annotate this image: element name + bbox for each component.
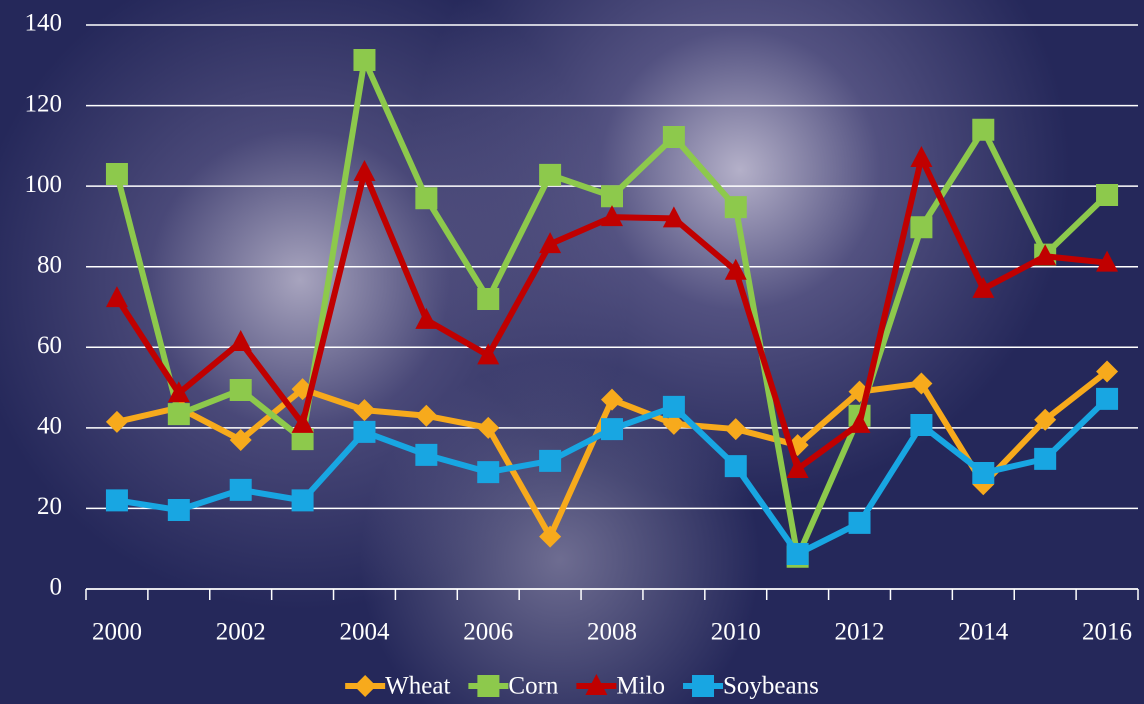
marker bbox=[692, 675, 714, 697]
marker bbox=[601, 418, 623, 440]
marker bbox=[725, 196, 747, 218]
marker bbox=[539, 164, 561, 186]
marker bbox=[477, 675, 499, 697]
y-tick-label: 100 bbox=[25, 171, 63, 198]
series-line bbox=[117, 60, 1107, 557]
marker bbox=[106, 286, 128, 307]
x-tick-label: 2010 bbox=[711, 619, 761, 646]
marker bbox=[353, 160, 375, 181]
y-tick-label: 20 bbox=[37, 493, 62, 520]
x-tick-label: 2006 bbox=[463, 619, 513, 646]
marker bbox=[415, 308, 437, 329]
marker bbox=[415, 405, 437, 427]
marker bbox=[601, 389, 623, 411]
legend-label: Milo bbox=[616, 673, 665, 700]
x-tick-label: 2002 bbox=[216, 619, 266, 646]
x-tick-label: 2004 bbox=[339, 619, 390, 646]
marker bbox=[1096, 184, 1118, 206]
chart: 0 20 40 60 80 100 120 140 2000 2002 2004 2006 2008 20… bbox=[0, 0, 1144, 704]
marker bbox=[106, 411, 128, 433]
marker bbox=[230, 379, 252, 401]
marker bbox=[910, 146, 932, 167]
x-tick-label: 2016 bbox=[1082, 619, 1132, 646]
x-tick-label: 2008 bbox=[587, 619, 637, 646]
marker bbox=[972, 119, 994, 141]
marker bbox=[910, 216, 932, 238]
marker bbox=[849, 512, 871, 534]
marker bbox=[601, 185, 623, 207]
marker bbox=[477, 461, 499, 483]
marker bbox=[168, 403, 190, 425]
y-tick-label: 120 bbox=[25, 90, 63, 117]
marker bbox=[663, 396, 685, 418]
x-tick-label: 2000 bbox=[92, 619, 142, 646]
marker bbox=[663, 126, 685, 148]
marker bbox=[725, 455, 747, 477]
x-tick-label: 2014 bbox=[958, 619, 1009, 646]
legend-label: Wheat bbox=[385, 673, 450, 700]
marker bbox=[168, 499, 190, 521]
legend-item: Milo bbox=[576, 673, 665, 700]
y-tick-label: 0 bbox=[50, 574, 63, 601]
y-tick-label: 140 bbox=[25, 10, 63, 37]
marker bbox=[353, 421, 375, 443]
marker bbox=[106, 489, 128, 511]
y-tick-label: 40 bbox=[37, 413, 62, 440]
legend-label: Corn bbox=[508, 673, 559, 700]
marker bbox=[972, 462, 994, 484]
y-tick-label: 60 bbox=[37, 332, 62, 359]
marker bbox=[230, 479, 252, 501]
marker bbox=[230, 330, 252, 351]
marker bbox=[353, 49, 375, 71]
marker bbox=[787, 543, 809, 565]
y-tick-label: 80 bbox=[37, 251, 62, 278]
legend: Wheat Corn Milo Soybeans bbox=[345, 673, 819, 700]
legend-item: Soybeans bbox=[683, 673, 819, 700]
legend-item: Corn bbox=[468, 673, 559, 700]
legend-item: Wheat bbox=[345, 673, 450, 700]
marker bbox=[353, 399, 375, 421]
marker bbox=[539, 450, 561, 472]
marker bbox=[354, 675, 376, 697]
marker bbox=[292, 489, 314, 511]
marker bbox=[477, 288, 499, 310]
marker bbox=[106, 163, 128, 185]
marker bbox=[910, 414, 932, 436]
marker bbox=[415, 444, 437, 466]
legend-label: Soybeans bbox=[723, 673, 819, 700]
x-tick-label: 2012 bbox=[835, 619, 885, 646]
marker bbox=[1034, 448, 1056, 470]
marker bbox=[725, 418, 747, 440]
marker bbox=[1096, 388, 1118, 410]
marker bbox=[415, 187, 437, 209]
